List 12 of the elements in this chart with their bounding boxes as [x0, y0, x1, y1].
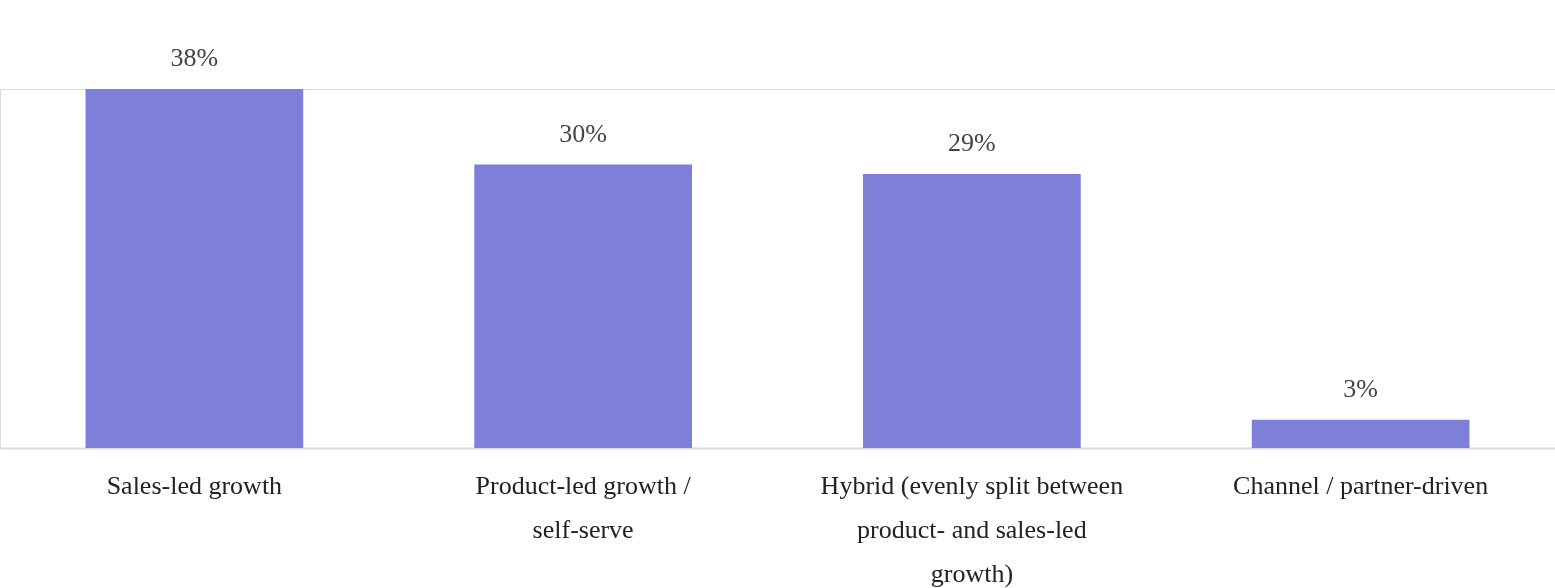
bar [1251, 419, 1470, 448]
bar [863, 174, 1081, 448]
x-tick-label: Sales-led growth [106, 470, 283, 500]
bar [85, 89, 304, 448]
data-label: 30% [559, 118, 607, 148]
x-tick-label: Product-led growth / self-serve [475, 470, 692, 544]
bar [474, 164, 692, 448]
x-tick-label: Channel / partner-driven [1233, 470, 1489, 500]
data-label: 3% [1343, 373, 1378, 403]
x-tick-label: Hybrid (evenly split between product- and sales-led growth) [820, 470, 1124, 588]
data-label: 38% [170, 43, 219, 72]
data-label: 29% [948, 128, 996, 158]
